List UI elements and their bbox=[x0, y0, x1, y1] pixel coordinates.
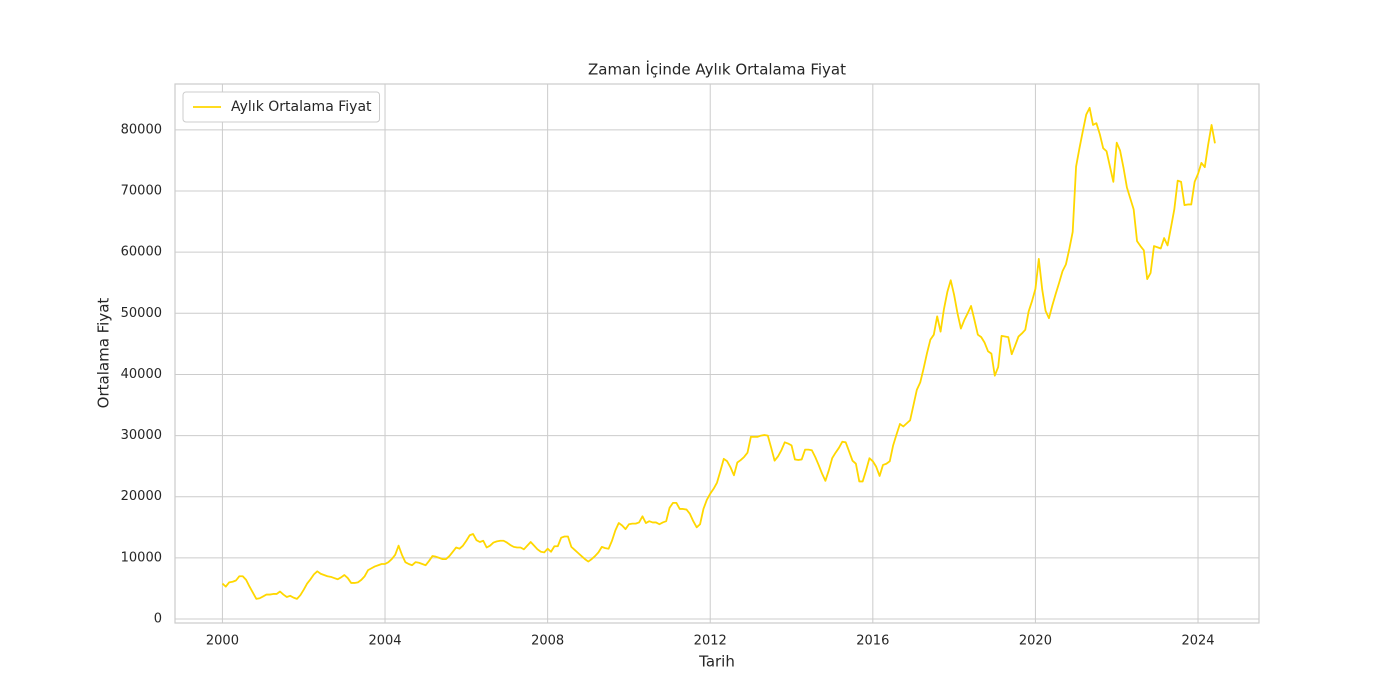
x-tick-label: 2000 bbox=[206, 634, 239, 649]
y-tick-label: 70000 bbox=[121, 184, 162, 199]
x-tick-label: 2012 bbox=[694, 634, 727, 649]
x-tick-label: 2008 bbox=[531, 634, 564, 649]
y-tick-label: 50000 bbox=[121, 306, 162, 321]
x-axis-label: Tarih bbox=[698, 653, 735, 671]
x-tick-label: 2004 bbox=[368, 634, 401, 649]
x-tick-label: 2020 bbox=[1019, 634, 1052, 649]
y-tick-label: 80000 bbox=[121, 122, 162, 137]
y-tick-label: 20000 bbox=[121, 489, 162, 504]
y-axis-label: Ortalama Fiyat bbox=[95, 298, 113, 409]
chart-title: Zaman İçinde Aylık Ortalama Fiyat bbox=[588, 60, 846, 79]
y-tick-label: 40000 bbox=[121, 367, 162, 382]
y-tick-label: 0 bbox=[154, 612, 162, 627]
legend-box bbox=[182, 91, 381, 123]
x-tick-label: 2016 bbox=[856, 634, 889, 649]
x-tick-label: 2024 bbox=[1181, 634, 1214, 649]
y-tick-label: 30000 bbox=[121, 428, 162, 443]
legend-label: Aylık Ortalama Fiyat bbox=[231, 99, 372, 115]
data-line bbox=[221, 106, 1216, 600]
y-tick-label: 10000 bbox=[121, 550, 162, 565]
y-tick-label: 60000 bbox=[121, 245, 162, 260]
legend: Aylık Ortalama Fiyat bbox=[182, 91, 381, 123]
plot-frame bbox=[174, 83, 1260, 624]
